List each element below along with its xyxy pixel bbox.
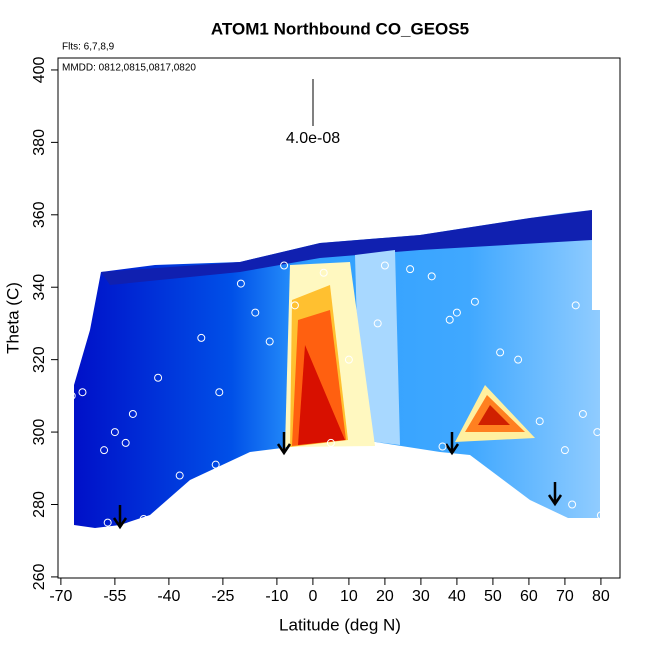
y-axis-label: Theta (C) (3, 282, 22, 354)
sample-point (103, 518, 112, 527)
sample-point (560, 446, 569, 455)
sample-point (568, 500, 577, 509)
sample-point (452, 308, 461, 317)
sample-point (406, 265, 415, 274)
sample-point (110, 428, 119, 437)
sample-point (175, 471, 184, 480)
field (74, 210, 600, 528)
sample-point (154, 373, 163, 382)
x-tick-label: -55 (103, 588, 126, 605)
sample-point (535, 417, 544, 426)
x-tick-label: -40 (157, 588, 180, 605)
x-tick-label: 60 (520, 588, 538, 605)
y-tick-label: 360 (31, 201, 48, 228)
x-tick-label: 10 (340, 588, 358, 605)
x-tick-label: -25 (211, 588, 234, 605)
y-tick-label: 300 (31, 419, 48, 446)
x-axis-label: Latitude (deg N) (279, 615, 401, 634)
sample-point (128, 409, 137, 418)
x-tick-label: -70 (49, 588, 72, 605)
sample-point (287, 457, 296, 466)
x-tick-label: 70 (556, 588, 574, 605)
sample-point (373, 319, 382, 328)
sample-point (326, 438, 335, 447)
sample-point (290, 301, 299, 310)
x-tick-label: 40 (448, 588, 466, 605)
sample-point (280, 261, 289, 270)
sample-point (236, 279, 245, 288)
sample-point (67, 391, 76, 400)
y-tick-label: 260 (31, 563, 48, 590)
flights-note: Flts: 6,7,8,9 (62, 42, 115, 53)
plot-frame (57, 57, 621, 579)
sample-point (445, 315, 454, 324)
y-tick-label: 400 (31, 57, 48, 84)
sample-point (78, 388, 87, 397)
sample-point (470, 297, 479, 306)
x-tick-label: 30 (412, 588, 430, 605)
y-tick-label: 340 (31, 274, 48, 301)
sample-point (593, 428, 602, 437)
sample-point (514, 355, 523, 364)
sample-point (596, 511, 605, 520)
sample-point (344, 355, 353, 364)
dates-note: MMDD: 0812,0815,0817,0820 (62, 63, 196, 74)
x-tick-label: 0 (308, 588, 317, 605)
sample-point (438, 442, 447, 451)
sample-point (380, 261, 389, 270)
sample-point (211, 460, 220, 469)
x-tick-label: 80 (592, 588, 610, 605)
x-tick-label: 20 (376, 588, 394, 605)
sample-point (265, 337, 274, 346)
sample-point (64, 464, 73, 473)
sample-point (121, 438, 130, 447)
chart-title: ATOM1 Northbound CO_GEOS5 (211, 19, 469, 38)
sample-point (571, 301, 580, 310)
sample-point (215, 388, 224, 397)
sample-point (496, 348, 505, 357)
x-tick-label: -10 (265, 588, 288, 605)
scale-label: 4.0e-08 (286, 130, 340, 147)
arrows (112, 432, 563, 530)
sample-point (197, 333, 206, 342)
x-tick-label: 50 (484, 588, 502, 605)
sample-point (100, 446, 109, 455)
y-tick-label: 380 (31, 129, 48, 156)
sample-point (319, 268, 328, 277)
sample-point (427, 272, 436, 281)
sample-point (578, 409, 587, 418)
sample-point (251, 308, 260, 317)
y-tick-label: 320 (31, 346, 48, 373)
sample-point (139, 514, 148, 523)
y-tick-label: 280 (31, 491, 48, 518)
